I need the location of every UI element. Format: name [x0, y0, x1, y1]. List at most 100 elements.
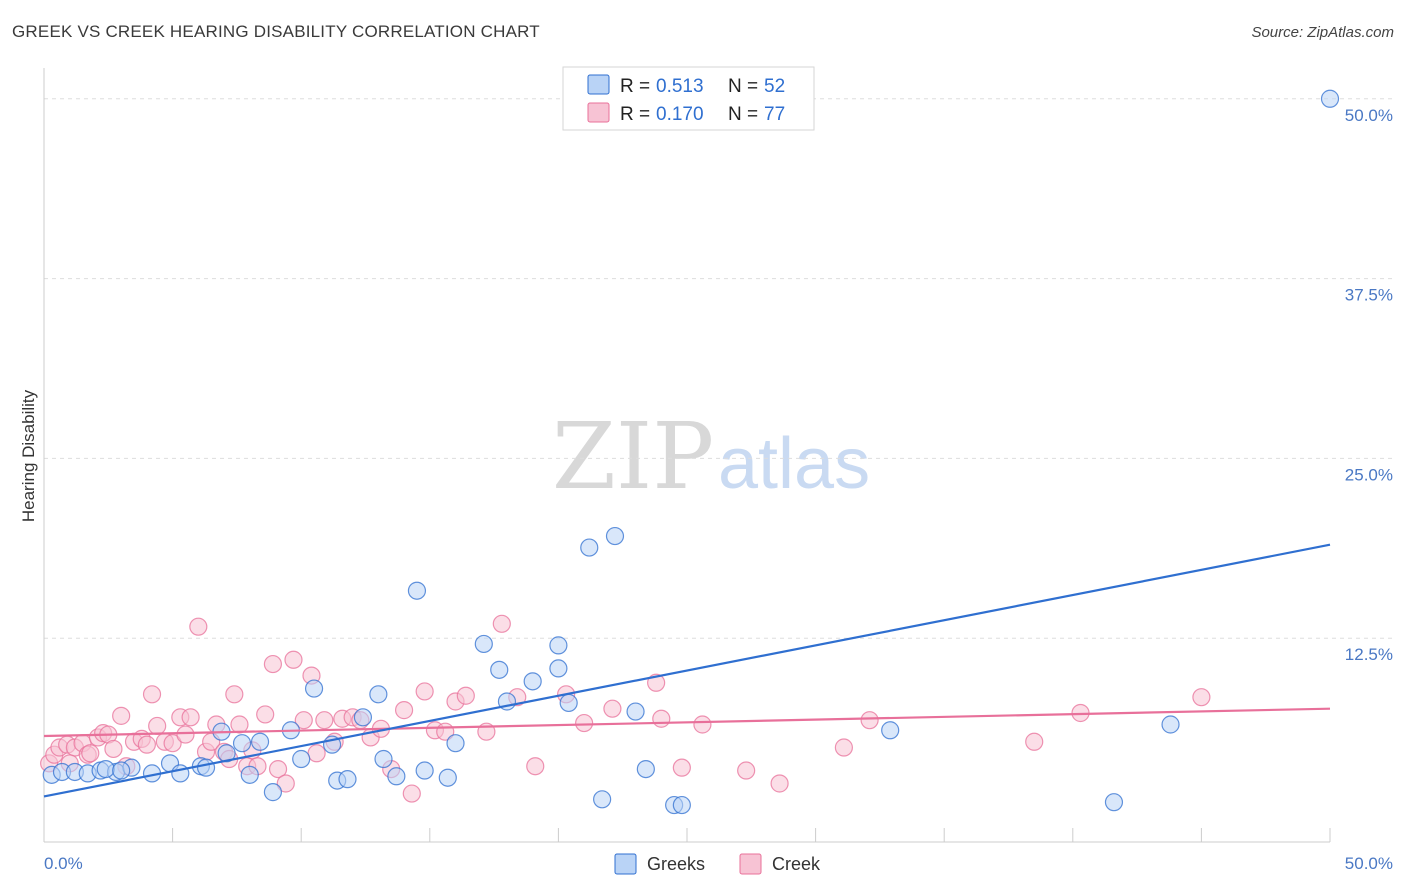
- creek-point: [176, 725, 195, 744]
- chart-title: GREEK VS CREEK HEARING DISABILITY CORREL…: [12, 22, 540, 41]
- greeks-point: [438, 768, 457, 787]
- greeks-point: [1161, 715, 1180, 734]
- y-tick-labels: 12.5% 25.0% 37.5% 50.0%: [1345, 106, 1393, 664]
- creek-point: [294, 711, 313, 730]
- x-tick-label-min: 0.0%: [44, 854, 83, 873]
- creek-point: [770, 774, 789, 793]
- greeks-point: [304, 679, 324, 698]
- legend-swatch-greeks: [587, 74, 610, 95]
- creek-point: [268, 759, 288, 779]
- legend-swatch-creek: [587, 102, 610, 123]
- x-tick-label-max: 50.0%: [1345, 854, 1393, 873]
- greeks-point: [407, 581, 427, 600]
- greeks-point: [240, 765, 259, 784]
- greeks-point: [196, 758, 216, 777]
- y-axis-label: Hearing Disability: [19, 389, 38, 522]
- bottom-legend-swatch-greeks: [614, 853, 637, 875]
- greeks-point: [387, 767, 406, 786]
- legend-creek-n-value: 77: [764, 104, 785, 125]
- greeks-point: [490, 660, 509, 679]
- creek-point: [225, 685, 244, 704]
- creek-point: [672, 758, 691, 777]
- creek-point: [402, 784, 421, 803]
- watermark: ZIP atlas: [552, 403, 870, 510]
- creek-point: [315, 711, 334, 730]
- creek-point: [104, 739, 123, 759]
- greeks-point: [1320, 89, 1340, 108]
- creek-point: [394, 701, 414, 720]
- bottom-legend-swatch-creek: [739, 853, 762, 875]
- creek-point: [492, 614, 511, 633]
- greeks-point: [415, 761, 434, 780]
- greeks-point: [263, 783, 283, 802]
- creek-point: [230, 715, 249, 734]
- creek-point: [81, 744, 100, 763]
- creek-point: [1192, 688, 1211, 707]
- creek-point: [737, 761, 756, 780]
- greeks-point: [672, 795, 691, 815]
- creek-point: [415, 682, 434, 701]
- creek-trendline: [43, 707, 1331, 738]
- greeks-point: [626, 702, 645, 721]
- watermark-zip: ZIP: [552, 403, 714, 510]
- series-legend: Greeks Creek: [614, 853, 821, 875]
- creek-point: [456, 686, 475, 705]
- creek-point: [526, 757, 545, 776]
- legend-greeks-r-value: 0.513: [656, 76, 704, 97]
- greeks-point: [250, 732, 270, 751]
- greeks-point: [369, 685, 388, 704]
- gridlines: [44, 98, 1394, 639]
- legend-greeks-r-label: R =: [620, 76, 650, 97]
- creek-point: [112, 706, 131, 725]
- greeks-point: [112, 761, 131, 780]
- greeks-point: [446, 734, 465, 753]
- bottom-legend-creek: Creek: [772, 854, 821, 874]
- y-tick-label: 37.5%: [1345, 286, 1393, 305]
- greeks-point: [559, 693, 578, 713]
- legend-creek-r-value: 0.170: [656, 104, 704, 125]
- y-tick-label: 50.0%: [1345, 106, 1393, 125]
- creek-point: [307, 744, 326, 763]
- correlation-legend: R = 0.513 N = 52 R = 0.170 N = 77: [562, 66, 815, 131]
- creek-point: [142, 685, 162, 704]
- greeks-point: [474, 634, 493, 654]
- legend-creek-n-label: N =: [728, 104, 758, 125]
- watermark-atlas: atlas: [718, 424, 870, 504]
- creek-point: [693, 715, 712, 734]
- greeks-point: [523, 672, 542, 691]
- creek-point: [148, 716, 167, 736]
- greeks-point: [549, 636, 568, 655]
- trendlines: [43, 543, 1331, 798]
- y-tick-label: 12.5%: [1345, 645, 1393, 664]
- greeks-point: [292, 749, 311, 769]
- creek-point: [1025, 732, 1044, 751]
- creek-point: [603, 699, 622, 718]
- greeks-point: [549, 659, 568, 678]
- greeks-point: [338, 770, 357, 789]
- greeks-point: [881, 721, 900, 740]
- legend-creek-r-label: R =: [620, 104, 650, 125]
- creek-point: [860, 711, 879, 730]
- creek-point: [189, 617, 208, 636]
- legend-greeks-n-value: 52: [764, 76, 785, 97]
- greeks-trendline: [43, 543, 1331, 798]
- bottom-legend-greeks: Greeks: [647, 854, 705, 874]
- y-tick-label: 25.0%: [1345, 465, 1393, 484]
- greeks-point: [232, 734, 252, 753]
- creek-point: [834, 738, 853, 757]
- creek-point: [575, 713, 594, 733]
- creek-point: [181, 708, 200, 727]
- creek-point: [284, 650, 303, 669]
- creek-point: [263, 654, 283, 674]
- greeks-point: [593, 790, 612, 809]
- source-note: Source: ZipAtlas.com: [1251, 24, 1394, 41]
- greeks-point: [580, 538, 599, 557]
- greeks-point: [605, 526, 625, 546]
- creek-point: [137, 735, 156, 754]
- greeks-point: [1104, 793, 1124, 812]
- creek-point: [276, 774, 295, 793]
- greeks-point: [636, 759, 655, 779]
- greeks-point: [96, 759, 115, 779]
- axes: [43, 68, 1331, 843]
